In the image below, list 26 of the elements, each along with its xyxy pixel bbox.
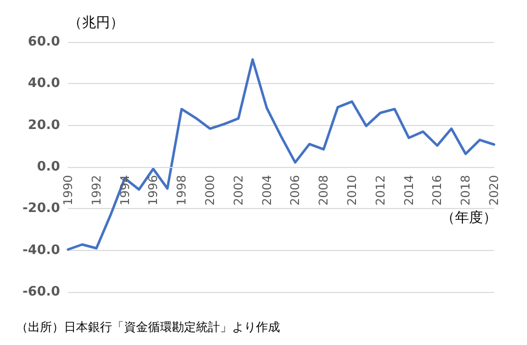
- x-tick-label: 2002: [231, 175, 246, 206]
- x-tick-label: 2020: [487, 175, 501, 206]
- x-tick-label: 2000: [203, 175, 217, 206]
- x-tick-label: 2008: [316, 175, 331, 206]
- x-tick-label: 2004: [260, 175, 274, 206]
- x-tick-label: 2014: [402, 175, 416, 206]
- x-tick-label: 2006: [288, 175, 302, 206]
- x-tick-label: 2018: [458, 175, 473, 206]
- y-axis-title: （兆円）: [68, 15, 124, 31]
- y-tick-label: 60.0: [28, 34, 60, 50]
- y-tick-label: 40.0: [28, 76, 60, 92]
- y-tick-label: 0.0: [36, 160, 60, 174]
- x-tick-label: 1992: [89, 175, 104, 206]
- y-tick-label: -20.0: [22, 201, 60, 216]
- y-tick-label: -40.0: [22, 242, 60, 258]
- y-tick-label: 20.0: [28, 118, 60, 133]
- x-tick-label: 1998: [174, 175, 189, 206]
- x-tick-label: 2010: [345, 175, 359, 206]
- x-axis-title: （年度）: [441, 210, 497, 226]
- x-tick-label: 1990: [61, 175, 75, 206]
- y-tick-label: -60.0: [22, 284, 60, 300]
- text: （出所）日本銀行「資金循環勘定統計」より作成: [16, 320, 280, 334]
- x-tick-label: 2016: [430, 175, 444, 206]
- x-tick-label: 2012: [373, 175, 388, 206]
- x-tick-label: 1994: [118, 175, 132, 206]
- x-tick-label: 1996: [146, 175, 160, 206]
